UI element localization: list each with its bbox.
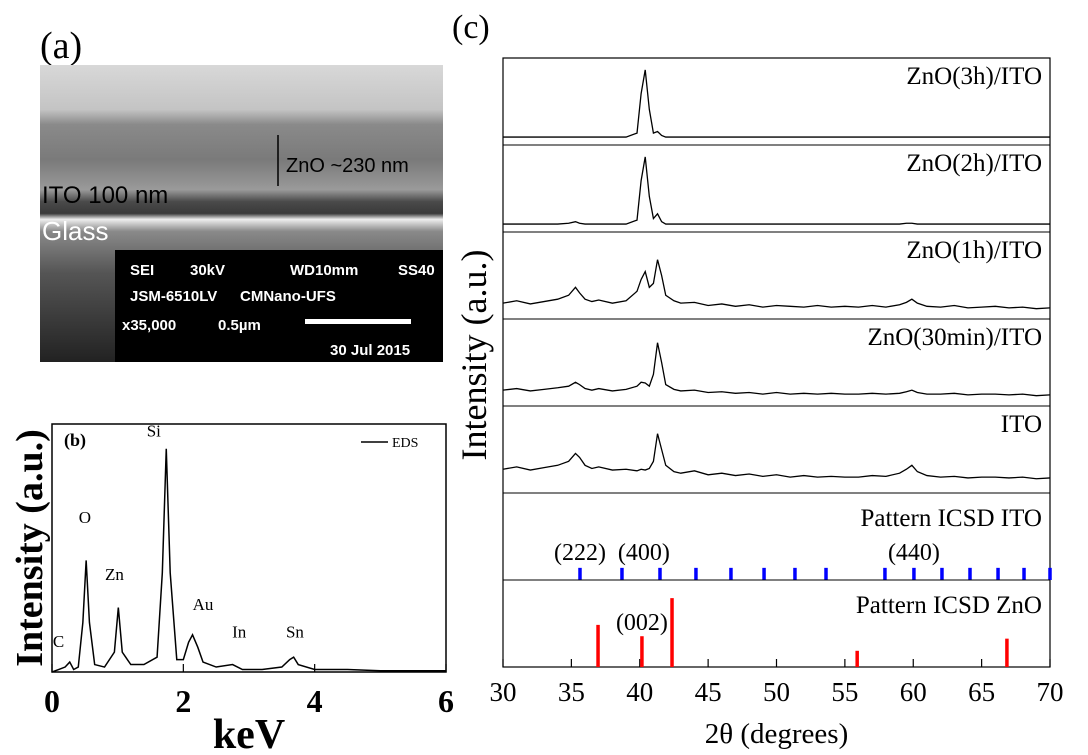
x-tick-label: 55 bbox=[831, 677, 858, 707]
sem-info-text: SEI bbox=[130, 262, 154, 279]
x-tick-label: 50 bbox=[763, 677, 790, 707]
peak-label: Au bbox=[193, 595, 214, 614]
sem-info-text: x35,000 bbox=[122, 317, 176, 334]
legend-label: EDS bbox=[392, 436, 418, 451]
eds-frame bbox=[51, 423, 447, 673]
data-line bbox=[502, 433, 1051, 480]
data-line bbox=[502, 342, 1051, 397]
peak-label: In bbox=[232, 622, 247, 641]
sem-info: SEI 30kV WD10mm SS40 JSM-6510LV CMNano-U… bbox=[122, 262, 435, 359]
x-tick-label: 70 bbox=[1037, 677, 1064, 707]
series-label: ZnO(3h)/ITO bbox=[906, 63, 1042, 90]
peak-label: C bbox=[53, 632, 64, 651]
data-line bbox=[503, 156, 1050, 225]
peak-label: Si bbox=[147, 421, 161, 440]
peak-label: (002) bbox=[616, 610, 668, 636]
data-line bbox=[502, 259, 1051, 310]
series-label: ZnO(1h)/ITO bbox=[906, 237, 1042, 264]
y-axis-label: Intensity (a.u.) bbox=[454, 250, 494, 461]
peak-label: (440) bbox=[888, 540, 940, 566]
series-label: ZnO(30min)/ITO bbox=[867, 324, 1042, 351]
layer-label: ZnO ~230 nm bbox=[286, 155, 409, 177]
data-line bbox=[503, 69, 1050, 138]
x-tick-label: 65 bbox=[968, 677, 995, 707]
x-tick-label: 2 bbox=[175, 683, 191, 719]
series-label: Pattern ICSD ITO bbox=[861, 505, 1042, 532]
layer-label: Glass bbox=[42, 216, 108, 246]
scale-bar bbox=[305, 319, 411, 324]
sem-info-box bbox=[115, 250, 443, 362]
sem-info-text: SS40 bbox=[398, 262, 435, 279]
x-tick-label: 6 bbox=[438, 683, 454, 719]
x-tick-label: 45 bbox=[695, 677, 722, 707]
layer-label: ITO 100 nm bbox=[42, 182, 168, 209]
x-tick-label: 40 bbox=[626, 677, 653, 707]
x-axis-label: 2θ (degrees) bbox=[705, 718, 849, 750]
peak-label: Zn bbox=[105, 565, 124, 584]
sem-info-text: 30kV bbox=[190, 262, 225, 279]
panel-label: (a) bbox=[40, 25, 82, 67]
sem-info-text: 0.5µm bbox=[218, 317, 261, 334]
x-axis-label: keV bbox=[213, 712, 285, 755]
sem-info-text: WD10mm bbox=[290, 262, 358, 279]
sem-info-text: JSM-6510LV bbox=[130, 288, 217, 305]
peak-label: Sn bbox=[286, 622, 304, 641]
series-label: Pattern ICSD ZnO bbox=[856, 592, 1042, 619]
sem-info-text: CMNano-UFS bbox=[240, 288, 336, 305]
series-label: ITO bbox=[1001, 411, 1042, 438]
peak-label: (400) bbox=[618, 540, 670, 566]
panel-label: (c) bbox=[452, 9, 490, 46]
x-tick-label: 4 bbox=[307, 683, 323, 719]
x-tick-label: 30 bbox=[490, 677, 517, 707]
sem-info-text: 30 Jul 2015 bbox=[330, 342, 410, 359]
x-tick-label: 0 bbox=[44, 683, 60, 719]
panel-label: (b) bbox=[64, 430, 86, 451]
data-line bbox=[51, 448, 446, 673]
peak-label: O bbox=[79, 508, 91, 527]
y-axis-label: Intensity (a.u.) bbox=[9, 429, 51, 667]
series-label: ZnO(2h)/ITO bbox=[906, 150, 1042, 177]
peak-label: (222) bbox=[554, 540, 606, 566]
x-tick-label: 60 bbox=[900, 677, 927, 707]
x-tick-label: 35 bbox=[558, 677, 585, 707]
